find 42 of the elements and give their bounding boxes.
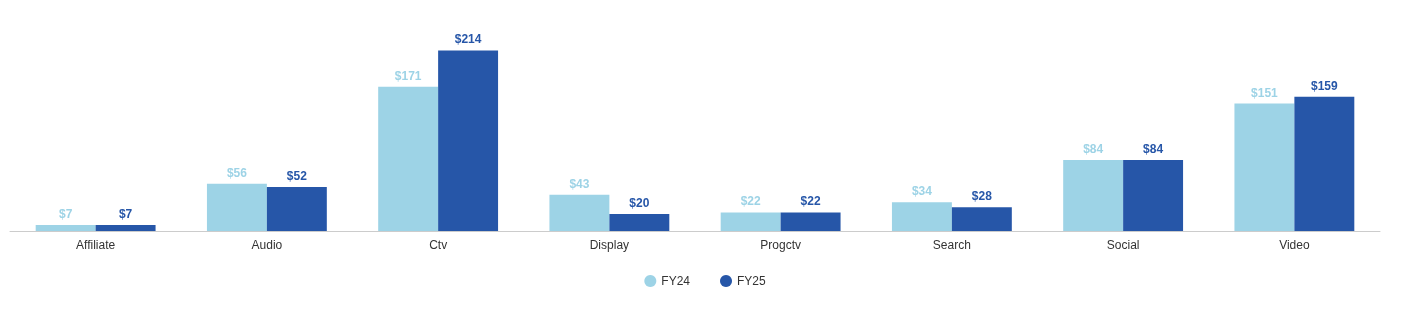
bar xyxy=(720,212,781,231)
bar xyxy=(266,187,327,231)
x-tick-label: Ctv xyxy=(429,238,448,252)
data-label: $151 xyxy=(1251,85,1279,100)
bar xyxy=(891,202,952,231)
x-tick-label: Video xyxy=(1279,238,1310,252)
bar xyxy=(378,86,439,231)
legend-label: FY24 xyxy=(661,274,691,288)
bar xyxy=(35,225,96,231)
bar xyxy=(609,214,670,231)
legend-label: FY25 xyxy=(737,274,767,288)
bar xyxy=(1294,96,1355,231)
data-label: $7 xyxy=(58,207,73,222)
x-tick-label: Audio xyxy=(251,238,283,252)
x-tick-label: Social xyxy=(1106,238,1140,252)
data-label: $22 xyxy=(740,194,761,209)
data-label: $159 xyxy=(1310,78,1339,93)
data-label: $84 xyxy=(1083,142,1104,157)
bar xyxy=(95,225,156,231)
bar xyxy=(438,50,499,231)
data-label: $56 xyxy=(226,165,248,180)
bar xyxy=(951,207,1012,231)
bar xyxy=(1123,160,1184,231)
bar xyxy=(206,183,267,231)
data-label: $171 xyxy=(394,68,422,83)
data-label: $52 xyxy=(286,169,308,184)
data-label: $34 xyxy=(911,184,933,199)
bar xyxy=(1063,160,1124,231)
data-label: $28 xyxy=(971,189,993,204)
x-tick-label: Search xyxy=(932,238,971,252)
x-tick-label: Display xyxy=(589,238,630,252)
data-label: $7 xyxy=(118,207,133,222)
data-label: $84 xyxy=(1143,142,1164,157)
x-tick-label: Progctv xyxy=(760,238,801,252)
bar xyxy=(780,212,841,231)
data-label: $20 xyxy=(629,196,650,211)
bar xyxy=(1234,103,1295,231)
bar xyxy=(549,194,610,231)
data-label: $43 xyxy=(569,176,590,191)
x-tick-label: Affiliate xyxy=(76,238,116,252)
data-label: $22 xyxy=(800,194,821,209)
data-label: $214 xyxy=(454,32,482,47)
